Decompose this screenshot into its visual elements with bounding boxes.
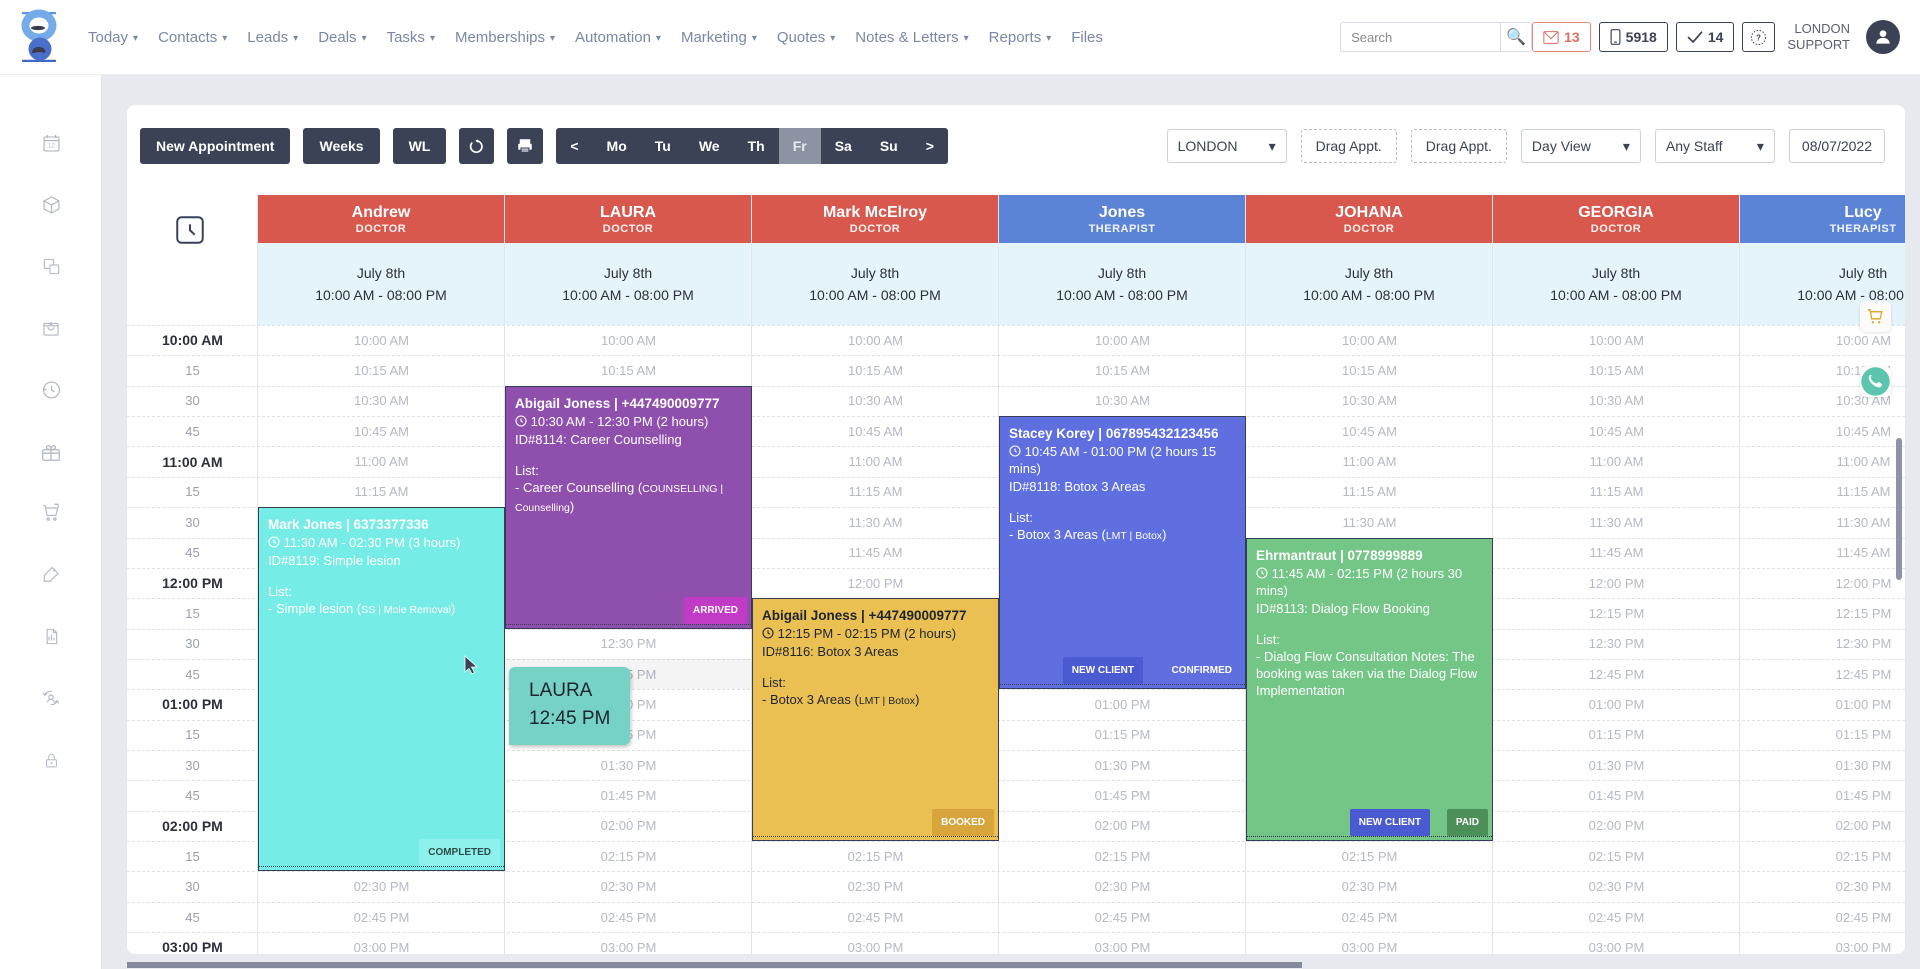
- svg-text:?: ?: [1757, 33, 1762, 42]
- svg-text:12: 12: [47, 142, 55, 149]
